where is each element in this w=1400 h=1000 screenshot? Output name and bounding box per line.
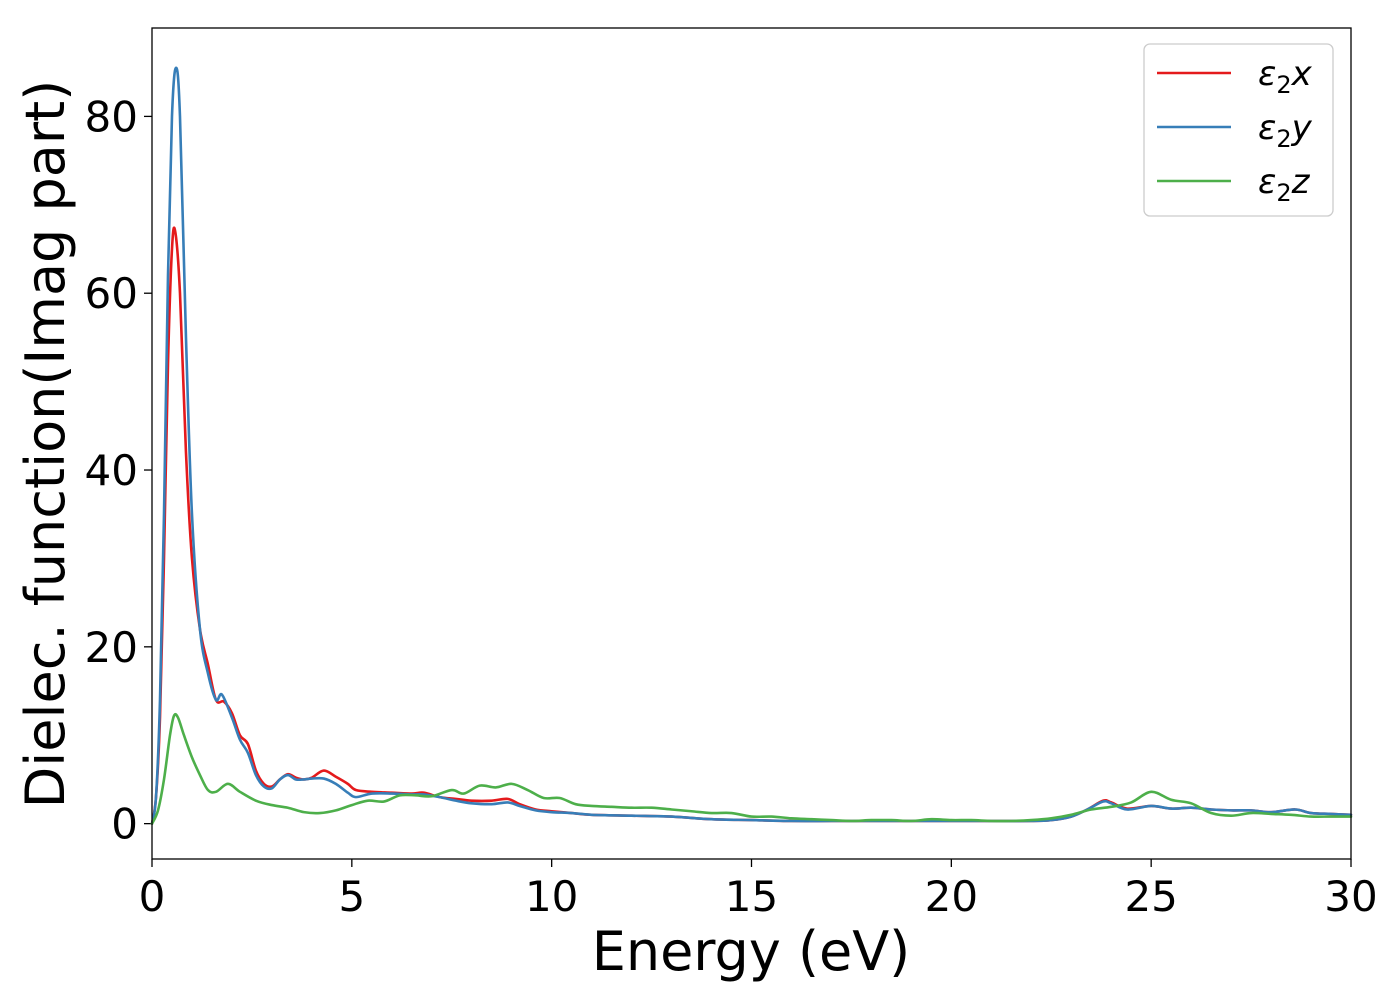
legend-component: z xyxy=(1291,162,1311,202)
x-axis-label: Energy (eV) xyxy=(592,920,911,983)
series-layer xyxy=(150,66,1353,825)
x-tick-label: 5 xyxy=(338,872,365,921)
x-tick-label: 20 xyxy=(925,872,978,921)
legend-symbol: ε xyxy=(1258,54,1276,94)
x-axis-ticks: 0 5 10 15 20 25 30 xyxy=(139,859,1378,921)
series-line-y xyxy=(150,66,1353,825)
y-tick-label: 40 xyxy=(85,446,138,495)
y-tick-label: 20 xyxy=(85,623,138,672)
y-axis-ticks: 0 20 40 60 80 xyxy=(85,92,152,849)
legend-subscript: 2 xyxy=(1276,71,1291,99)
x-tick-label: 0 xyxy=(139,872,166,921)
legend-label-z: ε2z xyxy=(1258,162,1311,207)
legend-symbol: ε xyxy=(1258,108,1276,148)
y-axis-label: Dielec. function(Imag part) xyxy=(14,80,77,809)
legend-component: x xyxy=(1291,54,1313,94)
y-tick-label: 60 xyxy=(85,269,138,318)
legend-component: y xyxy=(1291,108,1313,148)
legend-box xyxy=(1143,43,1334,217)
plot-frame xyxy=(151,27,1352,860)
legend-symbol: ε xyxy=(1258,162,1276,202)
x-tick-label: 10 xyxy=(525,872,578,921)
legend-subscript: 2 xyxy=(1276,125,1291,153)
series-line-z xyxy=(150,712,1353,825)
x-tick-label: 30 xyxy=(1324,872,1377,921)
x-tick-label: 25 xyxy=(1124,872,1177,921)
y-tick-label: 0 xyxy=(111,800,138,849)
legend-label-x: ε2x xyxy=(1258,54,1313,99)
x-tick-label: 15 xyxy=(725,872,778,921)
legend-label-y: ε2y xyxy=(1258,108,1313,153)
y-tick-label: 80 xyxy=(85,92,138,141)
legend-subscript: 2 xyxy=(1276,179,1291,207)
